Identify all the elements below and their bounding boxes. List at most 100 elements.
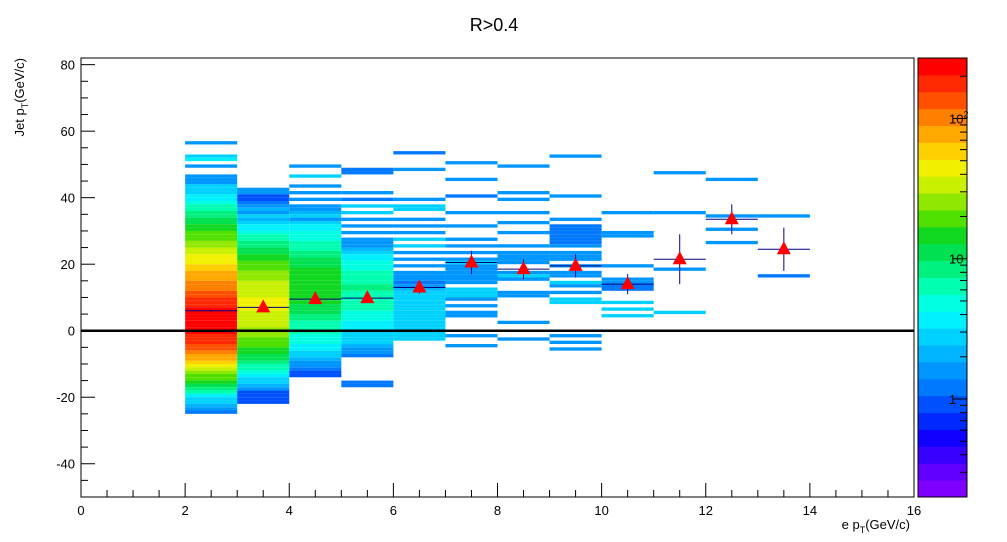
heatmap-cell xyxy=(237,287,290,291)
colorbar-swatch xyxy=(918,91,967,110)
colorbar-swatch xyxy=(918,361,967,380)
colorbar-swatch xyxy=(918,294,967,312)
heatmap-cell xyxy=(601,300,654,305)
heatmap-cell xyxy=(237,370,290,374)
heatmap-cell xyxy=(237,230,290,235)
heatmap-cell xyxy=(341,237,394,241)
heatmap-cell xyxy=(289,363,342,368)
data-point-triangle xyxy=(464,254,479,268)
heatmap-cell xyxy=(393,250,446,255)
heatmap-cell xyxy=(757,214,810,218)
x-axis-label-rest: (GeV/c) xyxy=(865,517,910,532)
colorbar-swatch xyxy=(918,193,967,211)
data-point-triangle xyxy=(776,241,791,255)
heatmap-cell xyxy=(185,350,238,354)
heatmap-cell xyxy=(393,207,446,211)
heatmap-cell xyxy=(289,314,342,318)
heatmap-cell xyxy=(341,191,394,195)
heatmap-cell xyxy=(185,210,238,215)
heatmap-cell xyxy=(393,330,446,335)
heatmap-cell xyxy=(445,344,498,348)
heatmap-cell xyxy=(237,320,290,325)
heatmap-cell xyxy=(185,164,238,168)
heatmap-cell xyxy=(185,154,238,158)
heatmap-cell xyxy=(185,337,238,341)
heatmap-cell xyxy=(237,390,290,394)
data-point-triangle xyxy=(308,291,323,305)
heatmap-cell xyxy=(185,290,238,295)
colorbar-swatch xyxy=(918,378,967,397)
heatmap-cell xyxy=(653,171,706,175)
heatmap-cell xyxy=(445,244,498,248)
heatmap-cell xyxy=(289,224,342,228)
heatmap-cell xyxy=(237,227,290,231)
heatmap-cell xyxy=(289,250,342,255)
heatmap-cell xyxy=(341,240,394,245)
heatmap-cell xyxy=(549,230,602,235)
heatmap-cell xyxy=(237,194,290,198)
heatmap-cell xyxy=(653,210,706,215)
colorbar-swatch xyxy=(918,142,967,160)
heatmap-cell xyxy=(445,287,498,291)
heatmap-cell xyxy=(549,297,602,301)
heatmap-cell xyxy=(393,237,446,241)
heatmap-cell xyxy=(393,337,446,341)
heatmap-cell xyxy=(601,307,654,311)
heatmap-cell xyxy=(237,290,290,295)
heatmap-cell xyxy=(185,260,238,265)
heatmap-cell xyxy=(237,383,290,388)
heatmap-cell xyxy=(341,257,394,261)
heatmap-cell xyxy=(237,353,290,358)
heatmap-cell xyxy=(237,380,290,384)
heatmap-cell xyxy=(185,280,238,285)
heatmap-cell xyxy=(497,210,550,215)
heatmap-cell xyxy=(549,284,602,288)
heatmap-cell xyxy=(393,320,446,325)
heatmap-cell xyxy=(341,347,394,351)
heatmap-cell xyxy=(289,237,342,241)
x-tick-label: 0 xyxy=(77,503,84,518)
y-axis-label-rest: (GeV/c) xyxy=(12,58,27,103)
heatmap-cell xyxy=(185,264,238,268)
heatmap-cell xyxy=(705,240,758,245)
heatmap-cell xyxy=(237,250,290,255)
heatmap-cell xyxy=(445,297,498,301)
heatmap-cell xyxy=(341,380,394,384)
heatmap-cell xyxy=(185,217,238,221)
x-tick-label: 2 xyxy=(182,503,189,518)
heatmap-cell xyxy=(289,164,342,168)
data-point-triangle xyxy=(516,261,531,275)
heatmap-cell xyxy=(549,244,602,248)
heatmap-cell xyxy=(549,280,602,285)
heatmap-cell xyxy=(237,373,290,378)
heatmap-cell xyxy=(549,227,602,231)
heatmap-cell xyxy=(185,247,238,251)
heatmap-cell xyxy=(185,387,238,391)
data-point-triangle xyxy=(256,299,271,313)
svg-text:Jet pT(GeV/c): Jet pT(GeV/c) xyxy=(12,58,30,136)
heatmap-cell xyxy=(445,237,498,241)
y-tick-label: 0 xyxy=(68,324,75,339)
heatmap-cell xyxy=(549,217,602,221)
heatmap-cell xyxy=(237,284,290,288)
heatmap-cell xyxy=(341,171,394,175)
heatmap-cell xyxy=(185,257,238,261)
heatmap-cell xyxy=(237,297,290,301)
heatmap-cell xyxy=(237,350,290,354)
data-point-triangle xyxy=(568,257,583,271)
heatmap-cell xyxy=(237,207,290,211)
y-axis: -40 -20 0 20 40 60 80 xyxy=(56,58,95,498)
colorbar-tick-label: 102 xyxy=(949,109,968,126)
heatmap-cell xyxy=(289,334,342,338)
heatmap-cell xyxy=(341,350,394,354)
heatmap-cell xyxy=(289,284,342,288)
heatmap-cell xyxy=(341,280,394,285)
heatmap-cell xyxy=(289,373,342,378)
y-tick-label: -20 xyxy=(56,390,75,405)
heatmap-cell xyxy=(705,177,758,182)
heatmap-cell xyxy=(341,277,394,281)
heatmap-cell xyxy=(185,244,238,248)
heatmap-cell xyxy=(497,250,550,255)
heatmap-cell xyxy=(185,274,238,278)
heatmap-cell xyxy=(185,174,238,178)
